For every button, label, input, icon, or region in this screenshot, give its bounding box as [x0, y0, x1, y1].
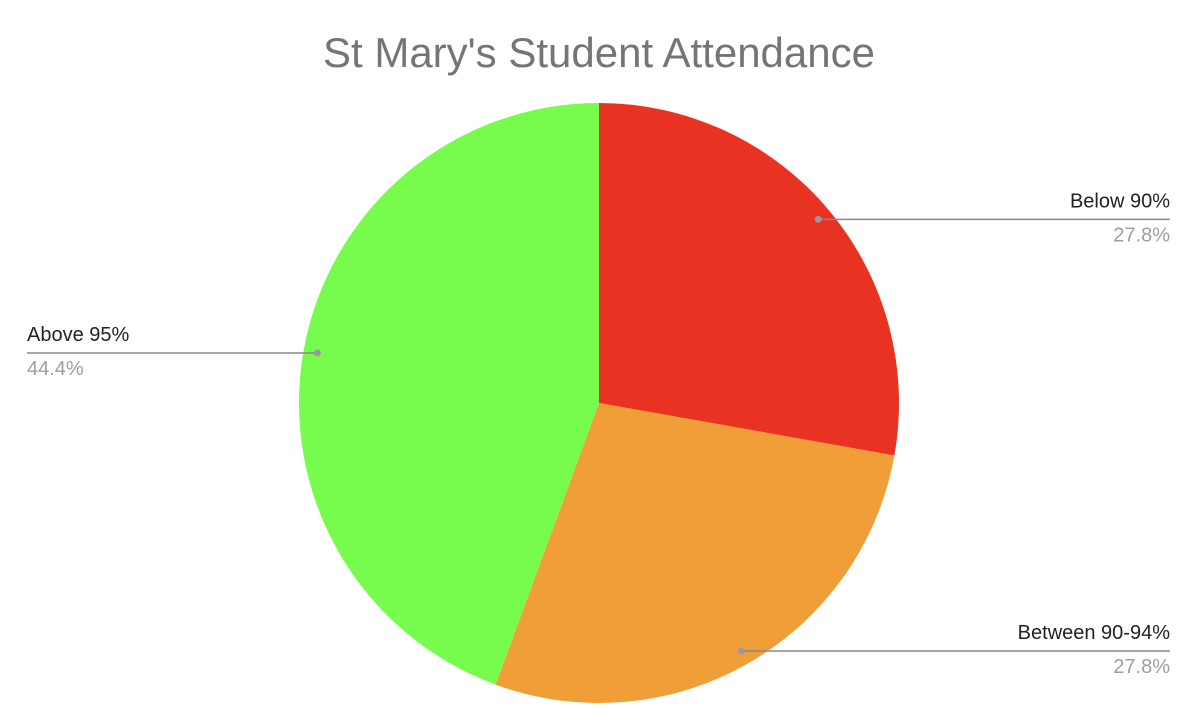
slice-value-label: 44.4%	[27, 358, 84, 380]
slice-value-label: 27.8%	[1113, 656, 1170, 678]
slice-label: Between 90-94%	[1018, 622, 1171, 644]
slice-value-label: 27.8%	[1113, 224, 1170, 246]
leader-dot	[313, 349, 321, 357]
slice-label: Above 95%	[27, 324, 130, 346]
slice-label: Below 90%	[1070, 190, 1170, 212]
leader-dot	[737, 647, 745, 655]
pie-slice	[299, 103, 599, 685]
chart-title: St Mary's Student Attendance	[323, 29, 875, 76]
leader-dot	[814, 215, 822, 223]
pie-slice	[599, 103, 900, 456]
pie-slice	[495, 403, 895, 704]
